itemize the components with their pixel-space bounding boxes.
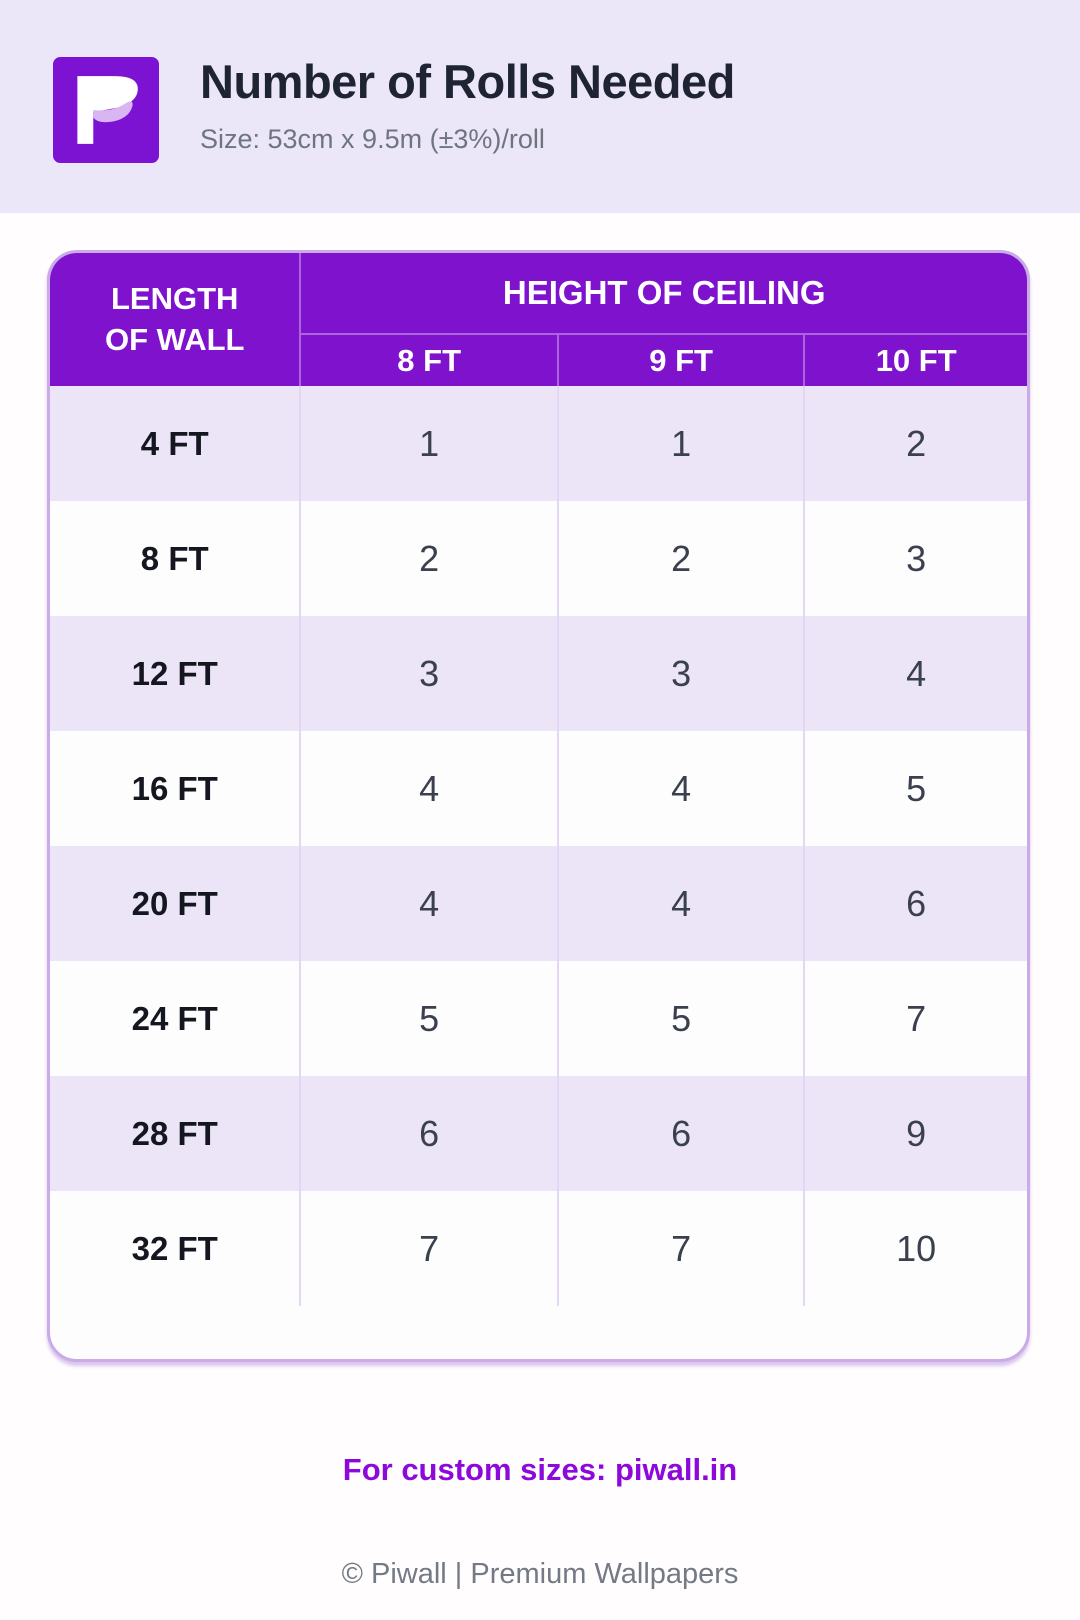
row-label: 32 FT [131, 1229, 218, 1267]
cell-value: 2 [556, 501, 803, 616]
table-row: 20 FT 4 4 6 [50, 846, 1027, 961]
cell-value: 1 [299, 386, 556, 501]
row-label: 20 FT [131, 884, 218, 922]
cell-value: 3 [299, 616, 556, 731]
row-label: 28 FT [131, 1114, 218, 1152]
cell-value: 5 [299, 961, 556, 1076]
cell-value: 4 [299, 731, 556, 846]
cell-value: 3 [803, 501, 1027, 616]
cell-value: 3 [556, 616, 803, 731]
table-row: 12 FT 3 3 4 [50, 616, 1027, 731]
cell-value: 10 [803, 1191, 1027, 1306]
row-label: 24 FT [131, 999, 218, 1037]
table-row: 32 FT 7 7 10 [50, 1191, 1027, 1306]
col-header-9ft: 9 FT [556, 333, 804, 386]
table-row: 24 FT 5 5 7 [50, 961, 1027, 1076]
cell-value: 6 [556, 1076, 803, 1191]
table-body: 4 FT 1 1 2 8 FT 2 2 3 12 FT 3 3 4 16 FT … [50, 386, 1027, 1306]
cell-value: 1 [556, 386, 803, 501]
header-band: Number of Rolls Needed Size: 53cm x 9.5m… [0, 0, 1080, 213]
cell-value: 4 [803, 616, 1027, 731]
table-header: LENGTH OF WALL HEIGHT OF CEILING 8 FT 9 … [50, 253, 1027, 386]
row-label: 16 FT [131, 769, 218, 807]
rolls-table-card: LENGTH OF WALL HEIGHT OF CEILING 8 FT 9 … [47, 250, 1030, 1362]
cell-value: 4 [556, 846, 803, 961]
cell-value: 5 [803, 731, 1027, 846]
col-group-height-of-ceiling: HEIGHT OF CEILING [299, 253, 1027, 333]
row-label: 4 FT [140, 424, 209, 462]
cell-value: 2 [299, 501, 556, 616]
col-header-10ft: 10 FT [803, 333, 1027, 386]
custom-sizes-link[interactable]: For custom sizes: piwall.in [342, 1452, 738, 1487]
col-header-8ft: 8 FT [299, 333, 557, 386]
cell-value: 4 [556, 731, 803, 846]
table-row: 16 FT 4 4 5 [50, 731, 1027, 846]
cell-value: 5 [556, 961, 803, 1076]
cell-value: 6 [803, 846, 1027, 961]
piwall-logo-icon [53, 57, 159, 163]
cell-value: 4 [299, 846, 556, 961]
copyright-text: © Piwall | Premium Wallpapers [341, 1558, 739, 1590]
cell-value: 2 [803, 386, 1027, 501]
roll-size-subtitle: Size: 53cm x 9.5m (±3%)/roll [200, 123, 545, 154]
cell-value: 9 [803, 1076, 1027, 1191]
row-label: 8 FT [140, 539, 209, 577]
table-row: 4 FT 1 1 2 [50, 386, 1027, 501]
cell-value: 7 [803, 961, 1027, 1076]
table-row: 8 FT 2 2 3 [50, 501, 1027, 616]
col-header-length-of-wall: LENGTH OF WALL [104, 280, 245, 357]
row-label: 12 FT [131, 654, 218, 692]
cell-value: 7 [556, 1191, 803, 1306]
cell-value: 7 [299, 1191, 556, 1306]
page-title: Number of Rolls Needed [200, 55, 735, 108]
table-row: 28 FT 6 6 9 [50, 1076, 1027, 1191]
cell-value: 6 [299, 1076, 556, 1191]
